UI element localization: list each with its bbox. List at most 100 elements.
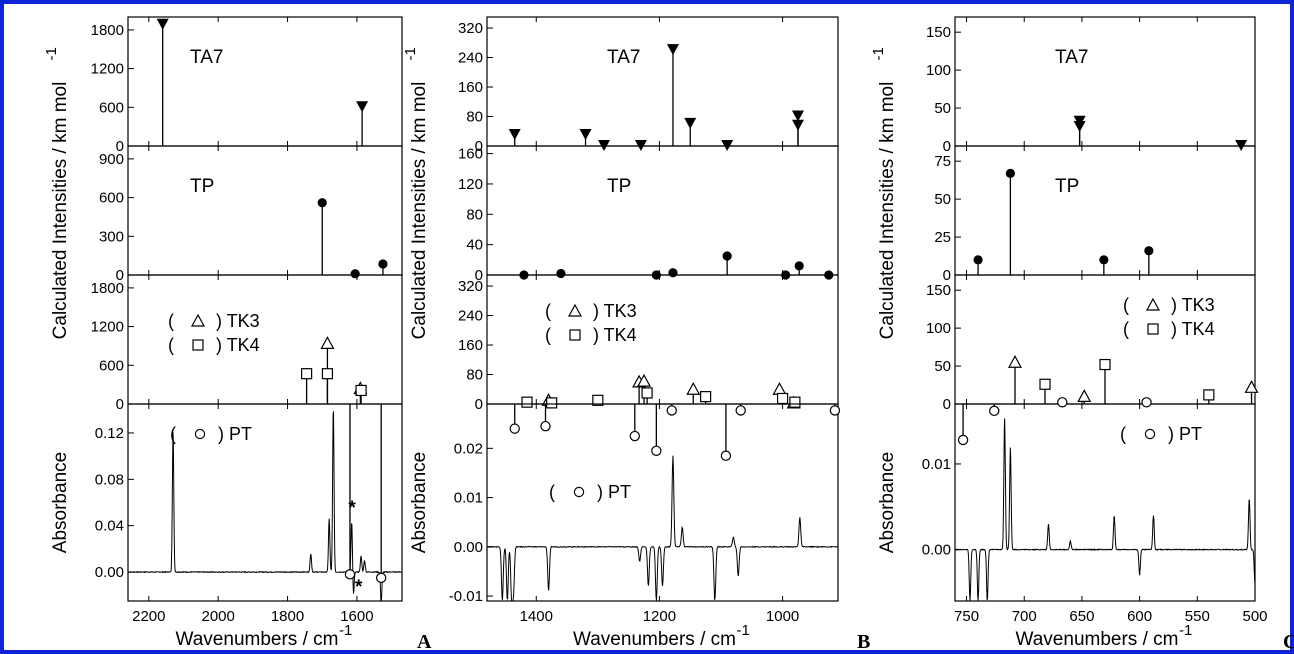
stem-marker: [637, 373, 652, 387]
y-tick-label: 0.12: [95, 425, 124, 442]
intensity-axis-label-sup: -1: [870, 47, 887, 60]
stem-marker: [722, 251, 732, 261]
pt-marker: [666, 405, 677, 416]
x-axis-label-sup: -1: [737, 622, 750, 639]
stem-marker: [684, 117, 697, 129]
stem-marker: [350, 269, 360, 279]
x-tick-label: 1200: [643, 608, 676, 625]
plot-frame: [486, 403, 839, 602]
pt-marker: [989, 405, 1000, 417]
subplot-C-1: 0 50 100 150 TA7: [926, 16, 1256, 155]
intensity-axis-label: Calculated Intensities / km mol: [409, 82, 430, 340]
pt-marker: [1141, 397, 1152, 408]
legend-label: ) PT: [1168, 424, 1202, 444]
subplot-C-3: 0 50 100 150 () TK3 () TK4: [926, 274, 1259, 413]
y-tick-label: 80: [466, 206, 483, 223]
x-tick-label: 2200: [132, 608, 165, 625]
stem-marker: [1073, 121, 1086, 133]
y-tick-label: 75: [934, 153, 951, 170]
intensity-axis-label: Calculated Intensities / km mol: [50, 82, 71, 340]
stem-marker: [320, 336, 335, 349]
y-tick-label: 100: [926, 320, 951, 337]
subplot-B-4: -0.01 0.00 0.01 0.02 () PT Absorbance: [409, 403, 841, 605]
y-tick-label: 0: [943, 396, 951, 413]
y-tick-label: 0: [475, 267, 483, 284]
intensity-axis-label-sup: -1: [402, 47, 419, 60]
y-tick-label: 1800: [91, 280, 124, 297]
y-tick-label: 0: [116, 396, 124, 413]
subplot-A-4: 0.00 0.04 0.08 0.12 () PT * * Absorbance: [50, 403, 403, 602]
y-tick-label: 600: [99, 357, 124, 374]
legend-marker: [569, 329, 581, 341]
x-axis-label-sup: -1: [1179, 622, 1192, 639]
x-tick-label: 1400: [520, 608, 553, 625]
pt-marker: [509, 423, 520, 434]
subplot-C-2: 0 25 50 75 TP: [934, 145, 1256, 284]
y-tick-label: 50: [934, 100, 951, 117]
annotation-star: *: [355, 577, 363, 598]
stem-marker: [776, 392, 789, 405]
stem-marker: [556, 268, 566, 279]
x-tick-label: 650: [1069, 608, 1094, 625]
x-axis-label-sup: -1: [339, 622, 352, 639]
stem-marker: [772, 382, 787, 395]
annotation-star: *: [348, 498, 356, 519]
legend-label: ) TK4: [1171, 319, 1215, 339]
stem-marker: [1005, 168, 1015, 178]
y-tick-label: 600: [99, 190, 124, 207]
stem-marker: [794, 261, 804, 271]
x-axis-label: Wavenumbers / cm: [176, 629, 339, 650]
subplot-C-4: 0.00 0.01 () PT Absorbance: [877, 397, 1256, 602]
legend-label: ) TK3: [216, 311, 260, 331]
legend-marker: [1144, 428, 1156, 440]
y-tick-label: 320: [458, 20, 483, 37]
x-axis-label: Wavenumbers / cm: [573, 629, 736, 650]
y-tick-label: 160: [458, 79, 483, 96]
series-label: TA7: [1055, 47, 1088, 68]
stem-marker: [789, 396, 801, 408]
stem-marker: [1144, 246, 1154, 256]
stem-marker: [1203, 389, 1215, 401]
stem-marker: [321, 368, 334, 380]
legend-paren: (: [170, 424, 176, 444]
legend-marker: [567, 303, 583, 317]
legend-marker: [573, 486, 585, 498]
stem-marker: [521, 396, 533, 408]
pt-marker: [1057, 397, 1068, 408]
legend-paren: (: [549, 482, 555, 502]
stem-marker: [791, 119, 804, 131]
panel-B: 0 80 160 240 320 TA7 0 40 80 120 160 TP 0 80 160 240 320…: [402, 16, 870, 653]
y-tick-label: 0.01: [922, 456, 951, 473]
y-tick-label: 0: [475, 138, 483, 155]
legend-paren: (: [1120, 424, 1126, 444]
y-tick-label: 100: [926, 62, 951, 79]
y-tick-label: 0.00: [95, 564, 124, 581]
absorbance-label: Absorbance: [877, 452, 898, 553]
stem-marker: [700, 391, 712, 403]
series-label: TA7: [190, 47, 223, 68]
y-tick-label: 0.01: [454, 490, 483, 507]
pt-marker: [540, 420, 551, 432]
y-tick-label: 0.04: [95, 518, 124, 535]
y-tick-label: 150: [926, 24, 951, 41]
absorbance-label: Absorbance: [409, 452, 430, 553]
pt-marker: [957, 434, 969, 446]
stem-marker: [301, 368, 313, 380]
stem-marker: [791, 110, 804, 122]
plot-frame: [954, 16, 1256, 147]
stem-marker: [156, 18, 169, 30]
plot-frame: [127, 145, 403, 276]
x-tick-label: 550: [1185, 608, 1210, 625]
stem-marker: [579, 128, 592, 140]
x-tick-label: 750: [954, 608, 979, 625]
pt-marker: [344, 569, 356, 580]
plot-frame: [486, 16, 839, 147]
legend-label: ) TK3: [593, 301, 637, 321]
subplot-B-2: 0 40 80 120 160 TP: [458, 145, 839, 284]
plot-frame: [127, 403, 403, 602]
panel-C: 0 50 100 150 TA7 0 25 50 75 TP 0 50 100 150 () TK3 () T…: [870, 16, 1294, 653]
y-tick-label: 40: [466, 237, 483, 254]
spectrum-line: [486, 455, 838, 602]
legend-marker: [1145, 297, 1161, 311]
